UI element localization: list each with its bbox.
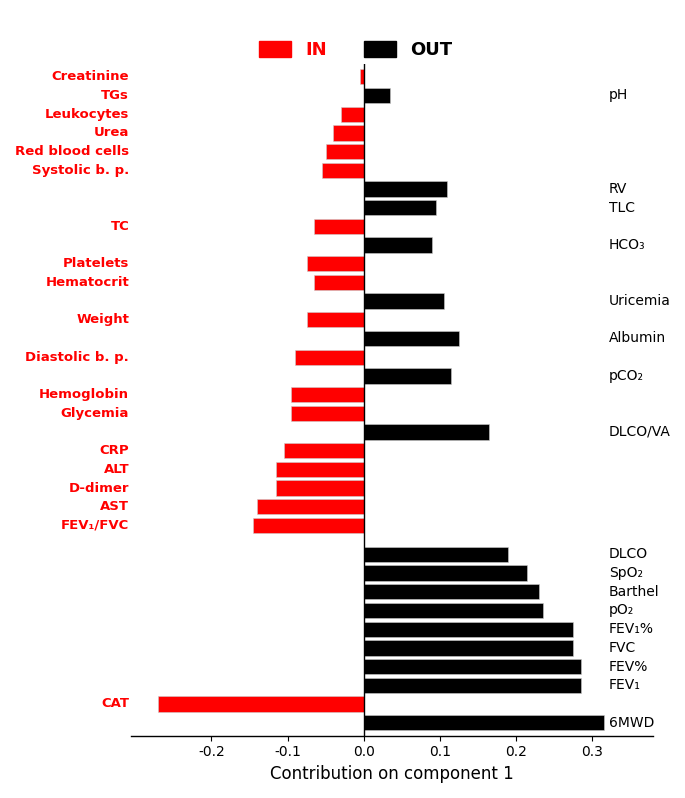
Text: Hematocrit: Hematocrit [45, 276, 129, 289]
X-axis label: Contribution on component 1: Contribution on component 1 [271, 765, 514, 783]
Bar [322, 163, 364, 178]
Bar [364, 659, 581, 674]
Bar [364, 715, 603, 730]
Bar [364, 368, 451, 384]
Text: RV: RV [609, 182, 627, 196]
Bar [364, 425, 489, 440]
Bar [295, 350, 364, 365]
Bar [364, 294, 444, 309]
Text: FEV₁: FEV₁ [609, 678, 640, 692]
Text: D-dimer: D-dimer [68, 481, 129, 495]
Text: FEV%: FEV% [609, 660, 648, 674]
Bar [364, 237, 432, 253]
Text: CRP: CRP [99, 444, 129, 457]
Text: 6MWD: 6MWD [609, 716, 654, 729]
Text: pH: pH [609, 89, 628, 102]
Text: TGs: TGs [101, 89, 129, 102]
Text: Creatinine: Creatinine [51, 70, 129, 83]
Bar [325, 144, 364, 160]
Text: DLCO/VA: DLCO/VA [609, 425, 671, 439]
Text: pCO₂: pCO₂ [609, 369, 644, 383]
Bar [276, 462, 364, 477]
Bar [333, 125, 364, 140]
Text: Hemoglobin: Hemoglobin [39, 388, 129, 401]
Bar [253, 518, 364, 533]
Bar [284, 443, 364, 458]
Bar [364, 678, 581, 693]
Text: FVC: FVC [609, 641, 636, 655]
Text: Weight: Weight [76, 314, 129, 326]
Text: Glycemia: Glycemia [61, 407, 129, 420]
Bar [364, 331, 459, 346]
Bar [291, 405, 364, 421]
Text: AST: AST [100, 500, 129, 513]
Text: HCO₃: HCO₃ [609, 238, 645, 252]
Legend: IN, OUT: IN, OUT [253, 36, 458, 65]
Bar [364, 640, 573, 655]
Text: Platelets: Platelets [63, 257, 129, 271]
Bar [360, 69, 364, 85]
Text: Barthel: Barthel [609, 585, 660, 598]
Text: CAT: CAT [101, 697, 129, 710]
Bar [364, 181, 447, 196]
Text: Systolic b. p.: Systolic b. p. [32, 164, 129, 177]
Bar [158, 697, 364, 712]
Text: pO₂: pO₂ [609, 603, 634, 618]
Bar [364, 602, 543, 618]
Text: FEV₁%: FEV₁% [609, 622, 654, 636]
Text: TLC: TLC [609, 200, 635, 215]
Text: Albumin: Albumin [609, 331, 666, 346]
Bar [364, 200, 436, 215]
Text: ALT: ALT [103, 463, 129, 476]
Text: Leukocytes: Leukocytes [45, 108, 129, 120]
Bar [291, 387, 364, 402]
Text: Diastolic b. p.: Diastolic b. p. [25, 350, 129, 364]
Text: DLCO: DLCO [609, 547, 648, 562]
Bar [257, 499, 364, 515]
Text: TC: TC [110, 219, 129, 233]
Text: Red blood cells: Red blood cells [15, 145, 129, 158]
Text: Uricemia: Uricemia [609, 294, 671, 308]
Bar [364, 88, 390, 103]
Bar [341, 106, 364, 122]
Text: FEV₁/FVC: FEV₁/FVC [61, 519, 129, 532]
Bar [364, 566, 527, 581]
Bar [307, 256, 364, 271]
Text: Urea: Urea [94, 126, 129, 140]
Bar [276, 480, 364, 496]
Bar [364, 622, 573, 637]
Bar [314, 219, 364, 234]
Bar [307, 312, 364, 327]
Bar [364, 547, 508, 562]
Bar [314, 275, 364, 290]
Text: SpO₂: SpO₂ [609, 566, 643, 580]
Bar [364, 584, 539, 599]
